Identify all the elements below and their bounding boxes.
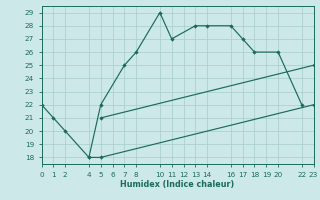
X-axis label: Humidex (Indice chaleur): Humidex (Indice chaleur) [120, 180, 235, 189]
